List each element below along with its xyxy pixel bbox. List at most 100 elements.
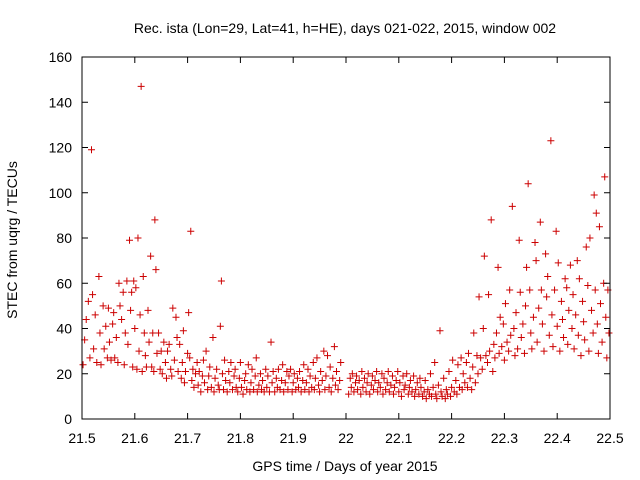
x-tick-labels: 21.5 21.6 21.7 21.8 21.9 22 22.1 22.2 22.3 22.4 22… <box>68 430 623 446</box>
data-point <box>385 388 393 396</box>
x-tick-label: 22.3 <box>491 430 518 446</box>
data-point <box>217 277 225 285</box>
data-point <box>585 347 593 355</box>
data-point <box>503 338 511 346</box>
data-point <box>289 379 297 387</box>
data-point <box>593 320 601 328</box>
data-point <box>447 392 455 400</box>
data-point <box>99 302 107 310</box>
data-point <box>330 343 338 351</box>
data-point <box>119 288 127 296</box>
data-point <box>227 358 235 366</box>
data-point <box>247 379 255 387</box>
data-point <box>230 372 238 380</box>
data-point <box>362 388 370 396</box>
data-point <box>102 322 110 330</box>
data-point <box>326 363 334 371</box>
data-point <box>384 367 392 375</box>
data-point <box>522 302 530 310</box>
data-point <box>508 202 516 210</box>
data-point <box>141 352 149 360</box>
data-point <box>90 345 98 353</box>
data-point <box>595 223 603 231</box>
data-point <box>262 365 270 373</box>
data-point <box>297 388 305 396</box>
data-point <box>366 390 374 398</box>
x-tick-label: 22.2 <box>438 430 465 446</box>
data-point <box>114 358 122 366</box>
data-point <box>573 257 581 265</box>
data-point <box>89 291 97 299</box>
data-point <box>226 379 234 387</box>
data-point <box>329 374 337 382</box>
x-tick-label: 22 <box>338 430 354 446</box>
data-point <box>225 367 233 375</box>
data-point <box>209 334 217 342</box>
data-point <box>482 352 490 360</box>
data-point <box>441 395 449 403</box>
data-point <box>334 386 342 394</box>
data-point <box>228 386 236 394</box>
data-point <box>120 361 128 369</box>
data-point <box>413 379 421 387</box>
data-point <box>463 383 471 391</box>
y-tick-label: 120 <box>49 140 73 156</box>
data-point <box>241 377 249 385</box>
x-tick-label: 22.1 <box>385 430 412 446</box>
data-point <box>264 372 272 380</box>
data-point <box>498 343 506 351</box>
data-point <box>417 383 425 391</box>
data-point <box>428 392 436 400</box>
x-tick-label: 21.8 <box>227 430 254 446</box>
data-point <box>419 392 427 400</box>
data-point <box>104 304 112 312</box>
data-point <box>408 388 416 396</box>
data-point <box>135 347 143 355</box>
data-point <box>204 386 212 394</box>
data-point <box>278 377 286 385</box>
data-point <box>130 277 138 285</box>
data-point <box>93 358 101 366</box>
data-point <box>545 331 553 339</box>
data-point <box>165 340 173 348</box>
data-point <box>474 370 482 378</box>
data-point <box>442 386 450 394</box>
data-point <box>192 370 200 378</box>
data-point <box>279 361 287 369</box>
data-point <box>412 386 420 394</box>
data-point <box>139 272 147 280</box>
data-point <box>252 354 260 362</box>
data-point <box>100 345 108 353</box>
data-point <box>327 388 335 396</box>
data-point <box>478 365 486 373</box>
data-point <box>496 313 504 321</box>
data-point <box>234 388 242 396</box>
data-point <box>250 386 258 394</box>
data-point <box>512 309 520 317</box>
data-point <box>564 340 572 348</box>
data-point <box>148 363 156 371</box>
data-point <box>368 372 376 380</box>
data-point <box>172 313 180 321</box>
data-point <box>452 377 460 385</box>
data-point <box>540 347 548 355</box>
data-point <box>301 386 309 394</box>
data-point <box>410 372 418 380</box>
data-point <box>394 367 402 375</box>
data-point <box>306 372 314 380</box>
data-point <box>157 347 165 355</box>
data-point <box>459 370 467 378</box>
data-point <box>134 234 142 242</box>
data-point <box>133 365 141 373</box>
data-point <box>549 343 557 351</box>
data-point <box>487 216 495 224</box>
data-point <box>449 356 457 364</box>
data-point <box>176 340 184 348</box>
data-point <box>405 383 413 391</box>
data-point <box>318 377 326 385</box>
data-point <box>211 374 219 382</box>
data-point <box>161 358 169 366</box>
x-tick-label: 21.9 <box>280 430 307 446</box>
data-point <box>231 365 239 373</box>
data-point <box>505 347 513 355</box>
